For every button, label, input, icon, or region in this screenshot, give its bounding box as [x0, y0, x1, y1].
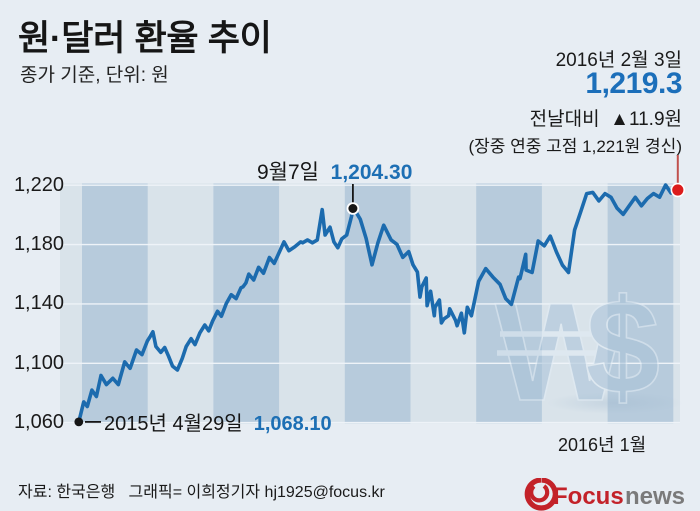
svg-text:Focus: Focus	[553, 483, 624, 510]
svg-text:$: $	[585, 271, 660, 422]
svg-text:news: news	[625, 483, 685, 510]
